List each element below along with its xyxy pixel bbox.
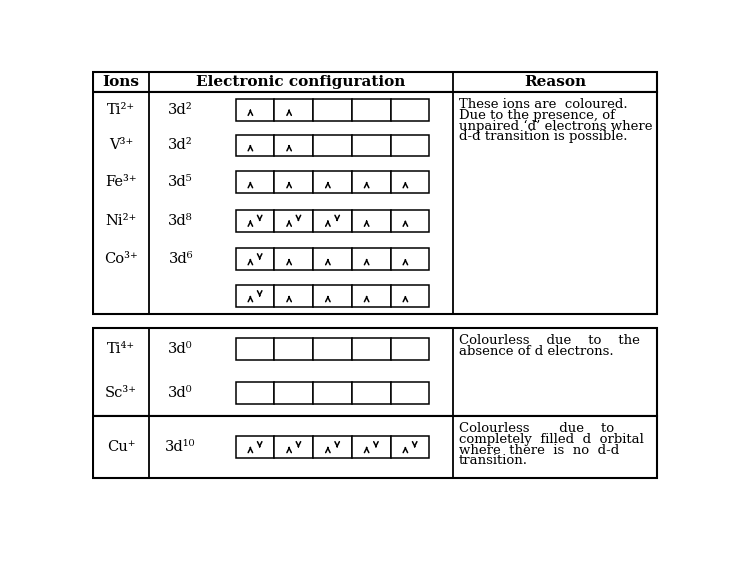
Bar (313, 285, 352, 307)
Text: unpaired ‘d’ electrons where: unpaired ‘d’ electrons where (459, 119, 652, 133)
Bar (93, 72, 657, 92)
Text: Cu⁺: Cu⁺ (107, 440, 135, 454)
Bar (391, 436, 430, 458)
Bar (352, 249, 391, 270)
Bar (391, 285, 430, 307)
Bar (352, 134, 391, 156)
Bar (391, 249, 430, 270)
Text: 3d⁰: 3d⁰ (168, 386, 193, 400)
Bar (391, 382, 430, 404)
Text: 3d⁰: 3d⁰ (168, 342, 193, 356)
Text: These ions are  coloured.: These ions are coloured. (459, 98, 627, 111)
Bar (352, 99, 391, 120)
Text: 3d²: 3d² (168, 139, 193, 152)
Bar (236, 210, 274, 232)
Bar (274, 436, 313, 458)
Bar (236, 249, 274, 270)
Bar (391, 134, 430, 156)
Bar (274, 285, 313, 307)
Bar (313, 99, 352, 120)
Bar (313, 338, 352, 360)
Bar (352, 436, 391, 458)
Bar (352, 210, 391, 232)
Bar (391, 99, 430, 120)
Text: Ti⁴⁺: Ti⁴⁺ (107, 342, 135, 356)
Text: Colourless       due    to: Colourless due to (459, 423, 614, 435)
Text: Reason: Reason (524, 75, 586, 89)
Bar (236, 382, 274, 404)
Text: Due to the presence, of: Due to the presence, of (459, 109, 615, 122)
Bar (274, 249, 313, 270)
Bar (352, 285, 391, 307)
Text: 3d⁶: 3d⁶ (168, 252, 193, 266)
Bar (313, 249, 352, 270)
Bar (236, 134, 274, 156)
Text: completely  filled  d  orbital: completely filled d orbital (459, 433, 643, 446)
Bar (274, 338, 313, 360)
Text: Electronic configuration: Electronic configuration (196, 75, 406, 89)
Text: V³⁺: V³⁺ (109, 139, 133, 152)
Bar (313, 172, 352, 193)
Text: Fe³⁺: Fe³⁺ (105, 175, 137, 189)
Text: 3d¹⁰: 3d¹⁰ (165, 440, 196, 454)
Text: transition.: transition. (459, 455, 528, 467)
Text: Co³⁺: Co³⁺ (104, 252, 138, 266)
Bar (313, 436, 352, 458)
Text: Ions: Ions (102, 75, 140, 89)
Bar (352, 338, 391, 360)
Bar (236, 172, 274, 193)
Bar (352, 172, 391, 193)
Bar (236, 436, 274, 458)
Bar (236, 99, 274, 120)
Bar (274, 99, 313, 120)
Bar (391, 338, 430, 360)
Bar (391, 210, 430, 232)
Bar (93, 328, 657, 416)
Text: 3d⁵: 3d⁵ (168, 175, 193, 189)
Text: 3d⁸: 3d⁸ (168, 214, 193, 228)
Text: Colourless    due    to    the: Colourless due to the (459, 334, 640, 347)
Text: where  there  is  no  d-d: where there is no d-d (459, 443, 619, 457)
Text: d-d transition is possible.: d-d transition is possible. (459, 130, 627, 143)
Bar (93, 416, 657, 478)
Text: absence of d electrons.: absence of d electrons. (459, 345, 613, 357)
Bar (93, 92, 657, 314)
Text: Ti²⁺: Ti²⁺ (107, 103, 135, 117)
Bar (236, 285, 274, 307)
Text: Sc³⁺: Sc³⁺ (105, 386, 137, 400)
Bar (274, 172, 313, 193)
Text: 3d²: 3d² (168, 103, 193, 117)
Bar (313, 134, 352, 156)
Bar (274, 210, 313, 232)
Bar (352, 382, 391, 404)
Bar (274, 382, 313, 404)
Bar (313, 382, 352, 404)
Bar (236, 338, 274, 360)
Text: Ni²⁺: Ni²⁺ (105, 214, 137, 228)
Bar (313, 210, 352, 232)
Bar (391, 172, 430, 193)
Bar (274, 134, 313, 156)
